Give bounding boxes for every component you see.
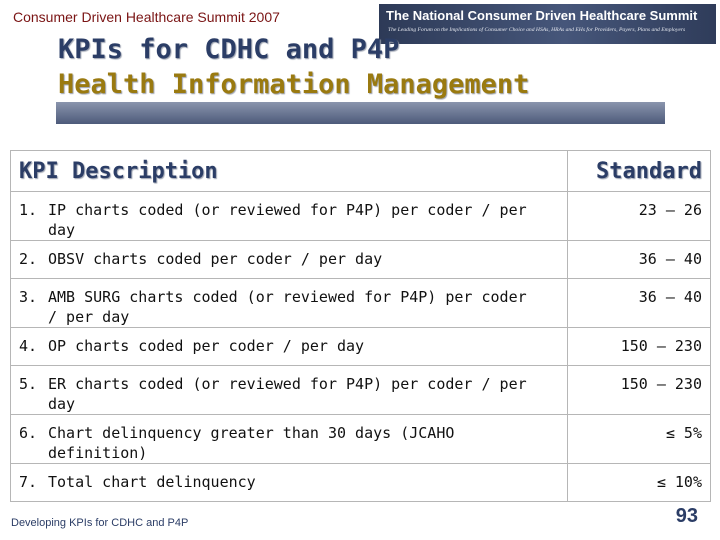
kpi-description: 7. Total chart delinquency <box>10 463 568 502</box>
kpi-description: 6. Chart delinquency greater than 30 days… <box>10 414 568 464</box>
column-header-description: KPI Description <box>10 150 568 192</box>
banner-subtitle: The Leading Forum on the Implications of… <box>388 27 686 33</box>
kpi-description-text: ER charts coded (or reviewed for P4P) pe… <box>48 375 527 413</box>
kpi-standard: ≤ 5% <box>567 414 711 464</box>
kpi-standard: 150 – 230 <box>567 327 711 366</box>
kpi-description: 3. AMB SURG charts coded (or reviewed for… <box>10 278 568 328</box>
column-header-standard: Standard <box>567 150 711 192</box>
kpi-number: 4. <box>19 337 38 355</box>
table-row: 7. Total chart delinquency ≤ 10% <box>10 463 711 502</box>
kpi-description-text: OBSV charts coded per coder / per day <box>48 250 383 268</box>
summit-label: Consumer Driven Healthcare Summit 2007 <box>13 9 280 25</box>
banner-title: The National Consumer Driven Healthcare … <box>386 8 698 23</box>
kpi-standard: 36 – 40 <box>567 240 711 279</box>
footer-text: Developing KPIs for CDHC and P4P <box>11 517 189 529</box>
table-header-row: KPI Description Standard <box>10 150 711 192</box>
table-row: 5. ER charts coded (or reviewed for P4P) … <box>10 365 711 415</box>
kpi-description-text: AMB SURG charts coded (or reviewed for P… <box>48 288 527 326</box>
kpi-table: KPI Description Standard 1. IP charts cod… <box>10 150 711 502</box>
kpi-number: 1. <box>19 201 38 219</box>
summit-banner: The National Consumer Driven Healthcare … <box>379 4 716 44</box>
kpi-description: 1. IP charts coded (or reviewed for P4P) … <box>10 191 568 241</box>
kpi-number: 2. <box>19 250 38 268</box>
kpi-description-text: Total chart delinquency <box>48 473 256 491</box>
kpi-standard: ≤ 10% <box>567 463 711 502</box>
kpi-description: 2. OBSV charts coded per coder / per day <box>10 240 568 279</box>
kpi-standard: 36 – 40 <box>567 278 711 328</box>
kpi-number: 7. <box>19 473 38 491</box>
table-row: 4. OP charts coded per coder / per day 15… <box>10 327 711 366</box>
table-row: 3. AMB SURG charts coded (or reviewed for… <box>10 278 711 328</box>
kpi-description-text: IP charts coded (or reviewed for P4P) pe… <box>48 201 527 239</box>
kpi-standard: 150 – 230 <box>567 365 711 415</box>
title-divider-bar <box>56 102 665 124</box>
kpi-description-text: OP charts coded per coder / per day <box>48 337 365 355</box>
kpi-standard: 23 – 26 <box>567 191 711 241</box>
kpi-number: 6. <box>19 424 38 442</box>
kpi-description: 5. ER charts coded (or reviewed for P4P) … <box>10 365 568 415</box>
kpi-number: 3. <box>19 288 38 306</box>
page-number: 93 <box>675 505 698 527</box>
kpi-number: 5. <box>19 375 38 393</box>
table-row: 1. IP charts coded (or reviewed for P4P) … <box>10 191 711 241</box>
table-row: 6. Chart delinquency greater than 30 days… <box>10 414 711 464</box>
table-row: 2. OBSV charts coded per coder / per day … <box>10 240 711 279</box>
kpi-description: 4. OP charts coded per coder / per day <box>10 327 568 366</box>
slide-title: KPIs for CDHC and P4P <box>58 34 400 65</box>
kpi-description-text: Chart delinquency greater than 30 days (… <box>48 424 455 462</box>
slide-subtitle: Health Information Management <box>58 69 530 100</box>
